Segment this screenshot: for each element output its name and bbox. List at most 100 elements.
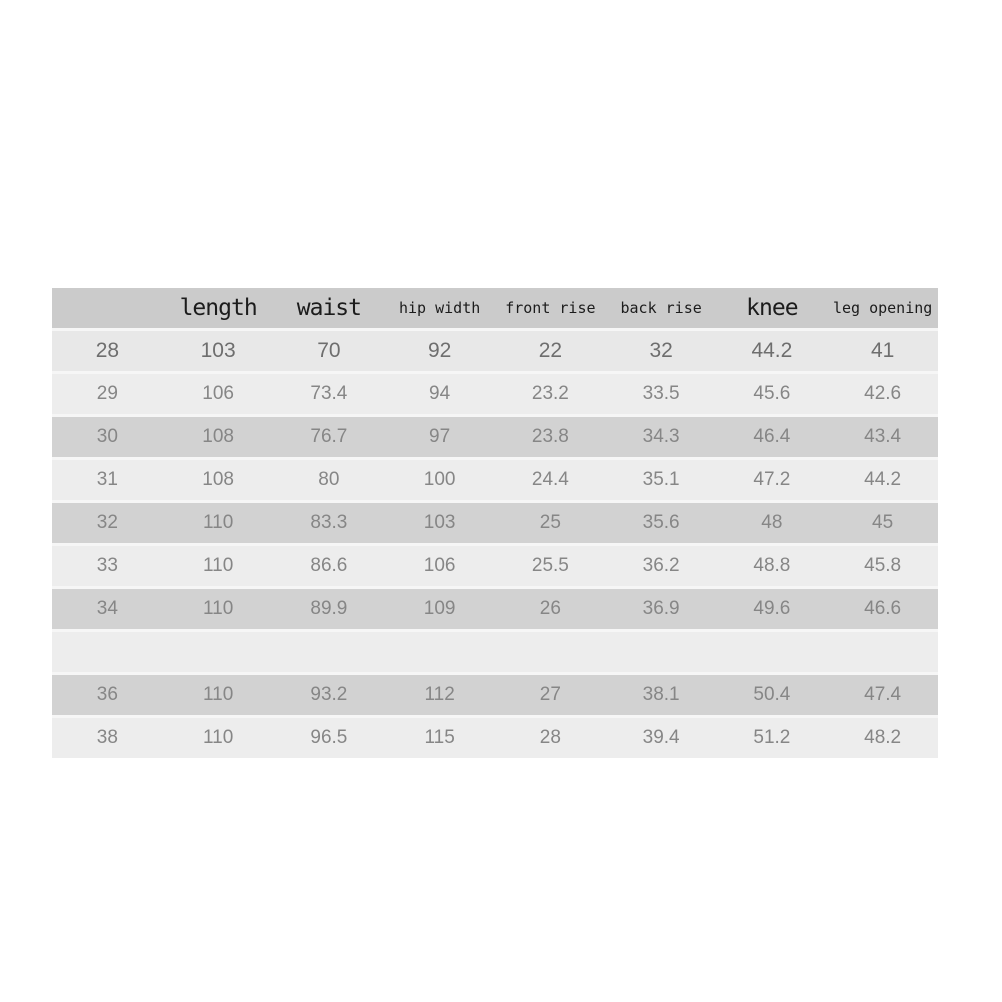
size-chart-header: length waist hip width front rise back rise k…: [52, 288, 938, 331]
cell-hip-width: 97: [384, 417, 495, 460]
cell-waist: 96.5: [273, 718, 385, 758]
column-header-knee: knee: [716, 288, 828, 331]
cell-knee: 48.8: [716, 546, 828, 589]
cell-back-rise: 35.1: [605, 460, 717, 503]
cell-hip-width: 92: [384, 331, 495, 374]
cell-waist: [273, 632, 385, 675]
table-row-33: 33 110 86.6 106 25.5 36.2 48.8 45.8: [52, 546, 938, 589]
cell-hip-width: 112: [384, 675, 495, 718]
cell-length: [162, 632, 274, 675]
cell-size: 28: [52, 331, 163, 374]
cell-knee: [716, 632, 828, 675]
cell-size: 29: [52, 374, 163, 417]
cell-length: 110: [162, 675, 274, 718]
cell-knee: 46.4: [716, 417, 828, 460]
cell-leg-opening: [827, 632, 938, 675]
cell-hip-width: 115: [384, 718, 495, 758]
cell-front-rise: 28: [495, 718, 606, 758]
cell-length: 110: [162, 589, 274, 632]
column-header-size: [52, 288, 163, 331]
size-chart-body: 28 103 70 92 22 32 44.2 41 29 106 73.4 94 23.2 33.5 45…: [52, 331, 938, 758]
cell-size: 30: [52, 417, 163, 460]
cell-hip-width: 109: [384, 589, 495, 632]
cell-knee: 48: [716, 503, 828, 546]
cell-back-rise: 36.9: [605, 589, 717, 632]
cell-size: 31: [52, 460, 163, 503]
cell-knee: 49.6: [716, 589, 828, 632]
cell-front-rise: 26: [495, 589, 606, 632]
cell-size: 34: [52, 589, 163, 632]
cell-front-rise: [495, 632, 606, 675]
cell-front-rise: 25: [495, 503, 606, 546]
cell-waist: 76.7: [273, 417, 385, 460]
cell-knee: 51.2: [716, 718, 828, 758]
cell-back-rise: 39.4: [605, 718, 717, 758]
cell-front-rise: 24.4: [495, 460, 606, 503]
cell-hip-width: 103: [384, 503, 495, 546]
table-row-empty: [52, 632, 938, 675]
cell-size: [52, 632, 163, 675]
cell-hip-width: 94: [384, 374, 495, 417]
cell-leg-opening: 43.4: [827, 417, 938, 460]
column-header-waist: waist: [273, 288, 385, 331]
table-row-28: 28 103 70 92 22 32 44.2 41: [52, 331, 938, 374]
cell-front-rise: 23.2: [495, 374, 606, 417]
cell-size: 36: [52, 675, 163, 718]
cell-knee: 44.2: [716, 331, 828, 374]
cell-waist: 89.9: [273, 589, 385, 632]
cell-length: 108: [162, 460, 274, 503]
cell-size: 38: [52, 718, 163, 758]
cell-leg-opening: 42.6: [827, 374, 938, 417]
table-row-34: 34 110 89.9 109 26 36.9 49.6 46.6: [52, 589, 938, 632]
cell-hip-width: 106: [384, 546, 495, 589]
cell-length: 108: [162, 417, 274, 460]
cell-knee: 45.6: [716, 374, 828, 417]
size-chart-table: length waist hip width front rise back rise k…: [52, 288, 938, 758]
cell-length: 110: [162, 718, 274, 758]
cell-back-rise: 38.1: [605, 675, 717, 718]
cell-hip-width: 100: [384, 460, 495, 503]
cell-waist: 70: [273, 331, 385, 374]
cell-leg-opening: 45.8: [827, 546, 938, 589]
table-row-32: 32 110 83.3 103 25 35.6 48 45: [52, 503, 938, 546]
cell-length: 106: [162, 374, 274, 417]
column-header-length: length: [162, 288, 274, 331]
table-row-36: 36 110 93.2 112 27 38.1 50.4 47.4: [52, 675, 938, 718]
cell-leg-opening: 41: [827, 331, 938, 374]
cell-leg-opening: 45: [827, 503, 938, 546]
cell-back-rise: 36.2: [605, 546, 717, 589]
table-row-38: 38 110 96.5 115 28 39.4 51.2 48.2: [52, 718, 938, 758]
cell-waist: 83.3: [273, 503, 385, 546]
cell-length: 103: [162, 331, 274, 374]
cell-length: 110: [162, 546, 274, 589]
cell-knee: 47.2: [716, 460, 828, 503]
cell-size: 32: [52, 503, 163, 546]
cell-waist: 73.4: [273, 374, 385, 417]
cell-leg-opening: 44.2: [827, 460, 938, 503]
column-header-hip-width: hip width: [384, 288, 495, 331]
cell-size: 33: [52, 546, 163, 589]
cell-back-rise: 34.3: [605, 417, 717, 460]
cell-front-rise: 23.8: [495, 417, 606, 460]
cell-waist: 86.6: [273, 546, 385, 589]
cell-leg-opening: 48.2: [827, 718, 938, 758]
column-header-leg-opening: leg opening: [827, 288, 938, 331]
table-row-30: 30 108 76.7 97 23.8 34.3 46.4 43.4: [52, 417, 938, 460]
cell-length: 110: [162, 503, 274, 546]
table-row-31: 31 108 80 100 24.4 35.1 47.2 44.2: [52, 460, 938, 503]
column-header-front-rise: front rise: [495, 288, 606, 331]
cell-front-rise: 27: [495, 675, 606, 718]
cell-waist: 93.2: [273, 675, 385, 718]
cell-knee: 50.4: [716, 675, 828, 718]
cell-front-rise: 25.5: [495, 546, 606, 589]
cell-back-rise: 35.6: [605, 503, 717, 546]
header-row: length waist hip width front rise back rise k…: [52, 288, 938, 331]
cell-back-rise: [605, 632, 717, 675]
column-header-back-rise: back rise: [605, 288, 717, 331]
cell-back-rise: 33.5: [605, 374, 717, 417]
cell-hip-width: [384, 632, 495, 675]
cell-leg-opening: 47.4: [827, 675, 938, 718]
cell-back-rise: 32: [605, 331, 717, 374]
cell-front-rise: 22: [495, 331, 606, 374]
